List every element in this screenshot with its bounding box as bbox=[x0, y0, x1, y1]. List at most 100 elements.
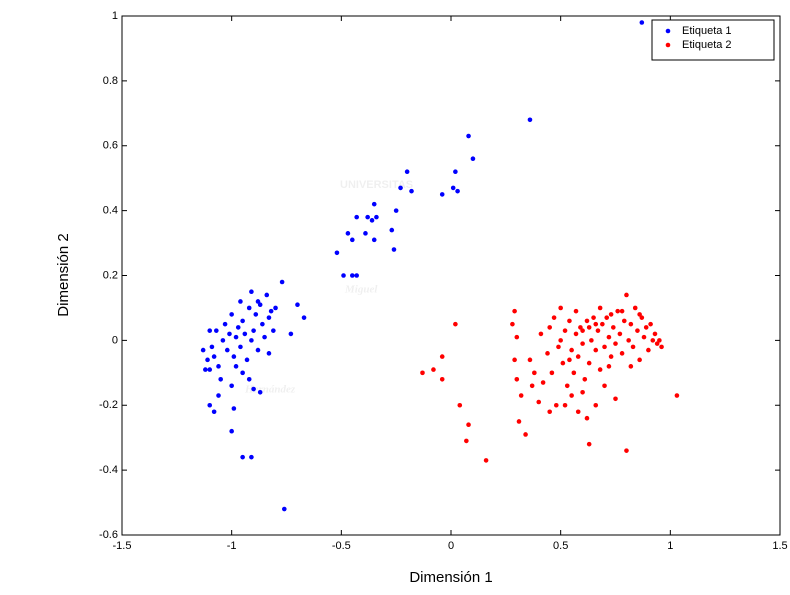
x-tick-label: -1.5 bbox=[113, 540, 132, 552]
x-axis-label: Dimensión 1 bbox=[409, 569, 492, 586]
point bbox=[619, 351, 625, 356]
point bbox=[354, 273, 359, 278]
point bbox=[527, 117, 533, 123]
point bbox=[466, 422, 471, 428]
point bbox=[273, 305, 278, 311]
point bbox=[229, 383, 234, 389]
point bbox=[240, 318, 245, 324]
y-tick-label: -0.4 bbox=[99, 464, 118, 476]
point bbox=[630, 344, 636, 350]
point bbox=[586, 360, 592, 366]
point bbox=[538, 331, 544, 337]
point bbox=[249, 454, 254, 460]
point bbox=[233, 364, 239, 369]
point bbox=[639, 315, 645, 320]
point bbox=[608, 354, 614, 359]
point bbox=[569, 393, 574, 398]
point bbox=[222, 321, 228, 327]
point bbox=[569, 347, 574, 353]
point bbox=[556, 344, 561, 350]
point bbox=[455, 188, 460, 194]
point bbox=[365, 214, 370, 220]
point bbox=[654, 341, 660, 346]
point bbox=[624, 448, 629, 453]
point bbox=[246, 377, 252, 382]
point bbox=[628, 321, 634, 327]
point bbox=[536, 399, 542, 405]
legend-label: Etiqueta 2 bbox=[682, 39, 732, 51]
point bbox=[571, 370, 577, 376]
y-tick-label: -0.2 bbox=[99, 399, 118, 411]
point bbox=[549, 370, 555, 376]
point bbox=[264, 292, 270, 298]
x-tick-label: 1 bbox=[667, 540, 673, 552]
point bbox=[391, 247, 397, 252]
point bbox=[246, 305, 252, 311]
point bbox=[214, 328, 219, 333]
point bbox=[253, 312, 259, 317]
point bbox=[514, 377, 520, 382]
point bbox=[613, 396, 618, 402]
point bbox=[229, 428, 234, 434]
point bbox=[439, 192, 445, 197]
point bbox=[580, 389, 585, 395]
point bbox=[547, 409, 552, 415]
point bbox=[216, 393, 221, 398]
point bbox=[641, 334, 647, 340]
y-axis-label: Dimensión 2 bbox=[55, 233, 72, 316]
point bbox=[200, 347, 206, 353]
point bbox=[483, 458, 489, 463]
point bbox=[602, 383, 607, 389]
point bbox=[510, 321, 515, 327]
y-tick-label: 1 bbox=[112, 10, 118, 22]
point bbox=[374, 214, 379, 220]
point bbox=[249, 338, 254, 343]
x-tick-label: 0.5 bbox=[553, 540, 568, 552]
point bbox=[231, 406, 237, 411]
point bbox=[457, 402, 463, 408]
point bbox=[593, 402, 599, 408]
point bbox=[371, 201, 377, 207]
point bbox=[266, 351, 272, 356]
point bbox=[453, 169, 458, 174]
point bbox=[420, 370, 425, 376]
point bbox=[562, 402, 568, 408]
point bbox=[279, 279, 285, 285]
point bbox=[229, 312, 234, 317]
point bbox=[586, 325, 592, 330]
point bbox=[527, 357, 533, 363]
point bbox=[595, 328, 601, 333]
point bbox=[604, 315, 610, 320]
point bbox=[251, 328, 256, 333]
point bbox=[573, 331, 579, 337]
point bbox=[244, 357, 250, 363]
point bbox=[453, 321, 458, 327]
point bbox=[648, 321, 653, 327]
point bbox=[512, 308, 517, 314]
point bbox=[558, 338, 563, 343]
point bbox=[547, 325, 552, 330]
legend-marker bbox=[665, 28, 671, 34]
point bbox=[562, 328, 568, 333]
watermark: UNIVERSITAS bbox=[340, 179, 413, 191]
point bbox=[643, 325, 649, 330]
point bbox=[529, 383, 535, 389]
point bbox=[518, 393, 524, 398]
point bbox=[257, 389, 263, 395]
point bbox=[611, 325, 616, 330]
point bbox=[674, 393, 680, 398]
point bbox=[255, 347, 261, 353]
point bbox=[257, 302, 263, 307]
watermark: Hernández bbox=[244, 384, 296, 396]
point bbox=[218, 377, 223, 382]
point bbox=[523, 432, 528, 437]
point bbox=[470, 156, 476, 162]
point bbox=[632, 305, 638, 311]
point bbox=[593, 347, 599, 353]
point bbox=[255, 299, 261, 304]
point bbox=[575, 409, 581, 415]
point bbox=[532, 370, 537, 376]
